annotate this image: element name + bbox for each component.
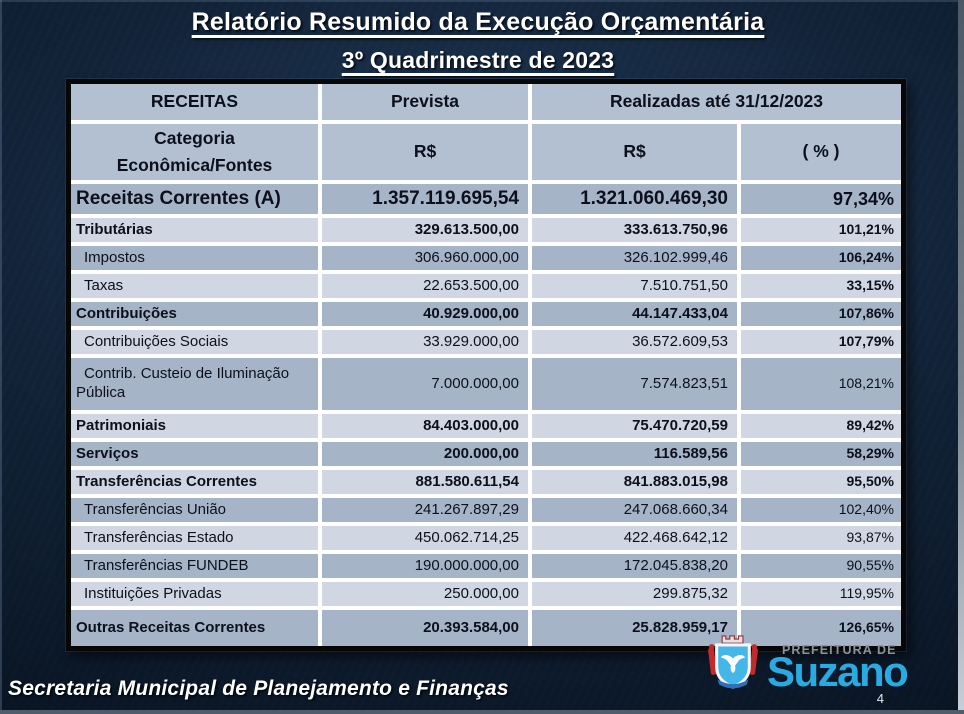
row-label: Outras Receitas Correntes (71, 610, 318, 646)
row-realizada: 326.102.999,46 (532, 246, 737, 270)
row-label: Impostos (71, 246, 318, 270)
row-label: Serviços (71, 442, 318, 466)
budget-table: RECEITAS Prevista Realizadas até 31/12/2… (66, 79, 906, 651)
row-label: Transferências União (71, 498, 318, 522)
header-rs-realizada: R$ (532, 124, 737, 180)
row-pct: 101,21% (741, 218, 901, 242)
row-pct: 90,55% (741, 554, 901, 578)
row-label: Taxas (71, 274, 318, 298)
row-pct: 102,40% (741, 498, 901, 522)
row-pct: 97,34% (741, 184, 901, 214)
row-realizada: 75.470.720,59 (532, 414, 737, 438)
row-pct: 119,95% (741, 582, 901, 606)
row-label: Contrib. Custeio de Iluminação Pública (71, 358, 318, 410)
logo-prefeitura-de: PREFEITURA DE (782, 643, 897, 658)
row-label: Transferências Estado (71, 526, 318, 550)
header-pct: ( % ) (741, 124, 901, 180)
row-prevista: 7.000.000,00 (322, 358, 528, 410)
row-realizada: 36.572.609,53 (532, 330, 737, 354)
header-prevista: Prevista (322, 84, 528, 120)
row-realizada: 299.875,32 (532, 582, 737, 606)
row-pct: 106,24% (741, 246, 901, 270)
row-prevista: 84.403.000,00 (322, 414, 528, 438)
slide-edge-top (0, 0, 964, 2)
row-pct: 93,87% (741, 526, 901, 550)
row-realizada: 7.574.823,51 (532, 358, 737, 410)
slide-edge-left (0, 0, 2, 714)
row-prevista: 450.062.714,25 (322, 526, 528, 550)
row-pct: 108,21% (741, 358, 901, 410)
page-number: 4 (876, 691, 884, 706)
header-rs-prevista: R$ (322, 124, 528, 180)
row-label: Instituições Privadas (71, 582, 318, 606)
suzano-crest-icon (704, 633, 762, 700)
page-title: Relatório Resumido da Execução Orçamentá… (191, 8, 765, 36)
suzano-logo: PREFEITURA DE Suzano (704, 633, 909, 700)
row-pct: 58,29% (741, 442, 901, 466)
row-realizada: 116.589,56 (532, 442, 737, 466)
slide-edge-bottom (0, 710, 964, 714)
slide-edge-right (958, 0, 964, 714)
row-prevista: 20.393.584,00 (322, 610, 528, 646)
header-categoria: Categoria Econômica/Fontes (71, 124, 318, 180)
row-prevista: 881.580.611,54 (322, 470, 528, 494)
row-realizada: 25.828.959,17 (532, 610, 737, 646)
row-label: Contribuições Sociais (71, 330, 318, 354)
row-pct: 95,50% (741, 470, 901, 494)
row-prevista: 33.929.000,00 (322, 330, 528, 354)
row-prevista: 190.000.000,00 (322, 554, 528, 578)
footer-department: Secretaria Municipal de Planejamento e F… (8, 677, 509, 700)
row-prevista: 1.357.119.695,54 (322, 184, 528, 214)
row-label: Contribuições (71, 302, 318, 326)
row-realizada: 422.468.642,12 (532, 526, 737, 550)
row-realizada: 44.147.433,04 (532, 302, 737, 326)
row-pct: 107,79% (741, 330, 901, 354)
header-realizadas: Realizadas até 31/12/2023 (532, 84, 901, 120)
row-prevista: 200.000,00 (322, 442, 528, 466)
row-pct: 89,42% (741, 414, 901, 438)
row-realizada: 7.510.751,50 (532, 274, 737, 298)
row-prevista: 22.653.500,00 (322, 274, 528, 298)
row-pct: 126,65% (741, 610, 901, 646)
page-subtitle: 3º Quadrimestre de 2023 (341, 47, 615, 73)
row-prevista: 40.929.000,00 (322, 302, 528, 326)
row-realizada: 247.068.660,34 (532, 498, 737, 522)
row-realizada: 841.883.015,98 (532, 470, 737, 494)
row-prevista: 241.267.897,29 (322, 498, 528, 522)
row-label: Receitas Correntes (A) (71, 184, 318, 214)
row-label: Tributárias (71, 218, 318, 242)
row-label: Transferências FUNDEB (71, 554, 318, 578)
row-realizada: 172.045.838,20 (532, 554, 737, 578)
row-pct: 33,15% (741, 274, 901, 298)
row-label: Patrimoniais (71, 414, 318, 438)
row-realizada: 333.613.750,96 (532, 218, 737, 242)
header-receitas: RECEITAS (71, 84, 318, 120)
row-label: Transferências Correntes (71, 470, 318, 494)
row-prevista: 250.000,00 (322, 582, 528, 606)
logo-suzano-name: Suzano (767, 648, 909, 696)
row-prevista: 329.613.500,00 (322, 218, 528, 242)
row-pct: 107,86% (741, 302, 901, 326)
suzano-logo-text: PREFEITURA DE Suzano (767, 643, 909, 696)
row-prevista: 306.960.000,00 (322, 246, 528, 270)
row-realizada: 1.321.060.469,30 (532, 184, 737, 214)
